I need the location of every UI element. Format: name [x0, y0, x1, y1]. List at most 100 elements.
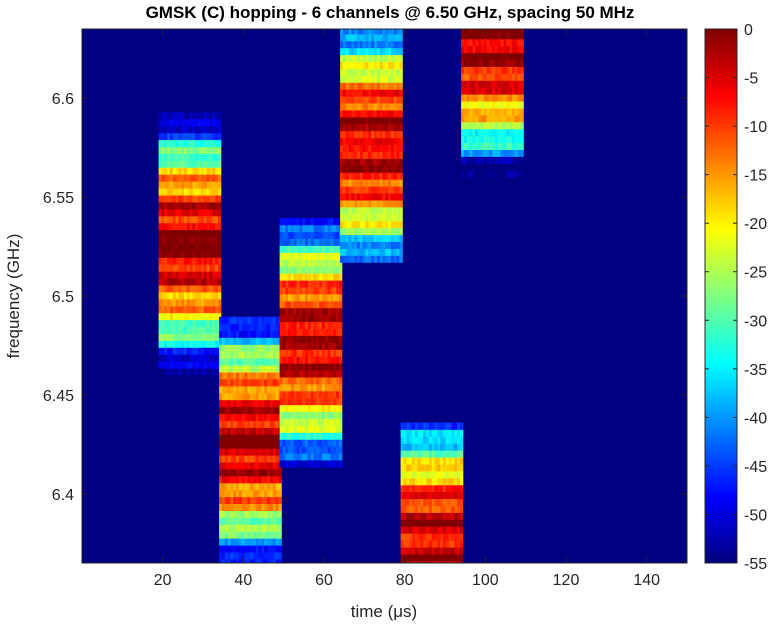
spectrogram-cell: [236, 399, 240, 408]
spectrogram-cell: [195, 139, 199, 148]
spectrogram-cell: [299, 404, 303, 413]
spectrogram-cell: [472, 108, 476, 116]
spectrogram-cell: [330, 342, 334, 350]
spectrogram-cell: [517, 122, 521, 130]
spectrogram-cell: [403, 484, 407, 493]
spectrogram-cell: [483, 45, 488, 54]
spectrogram-cell: [195, 229, 199, 237]
spectrogram-cell: [261, 316, 265, 325]
spectrogram-cell: [319, 252, 323, 260]
spectrogram-cell: [189, 215, 194, 224]
spectrogram-cell: [258, 448, 263, 456]
spectrogram-cell: [345, 158, 350, 166]
spectrogram-cell: [374, 234, 378, 242]
spectrogram-cell: [178, 257, 182, 265]
spectrogram-cell: [428, 422, 433, 430]
spectrogram-cell: [497, 66, 502, 74]
spectrogram-cell: [241, 365, 246, 373]
spectrogram-cell: [279, 418, 283, 426]
spectrogram-cell: [451, 512, 455, 520]
spectrogram-cell: [403, 554, 407, 562]
spectrogram-cell: [278, 524, 282, 532]
spectrogram-cell: [270, 489, 274, 498]
spectrogram-cell: [448, 457, 452, 465]
spectrogram-cell: [169, 119, 174, 127]
spectrogram-cell: [250, 545, 254, 553]
spectrogram-cell: [336, 404, 340, 413]
spectrogram-cell: [167, 236, 171, 244]
spectrogram-cell: [340, 61, 344, 69]
spectrogram-cell: [357, 248, 361, 256]
spectrogram-cell: [459, 450, 464, 458]
spectrogram-cell: [307, 307, 312, 316]
spectrogram-cell: [167, 326, 171, 334]
spectrogram-cell: [437, 484, 441, 493]
spectrogram-cell: [457, 568, 460, 575]
spectrogram-cell: [423, 533, 427, 541]
spectrogram-cell: [172, 202, 177, 210]
spectrogram-cell: [305, 300, 309, 309]
spectrogram-cell: [388, 241, 392, 249]
spectrogram-cell: [454, 540, 458, 548]
spectrogram-cell: [417, 505, 421, 513]
spectrogram-cell: [161, 132, 165, 141]
spectrogram-cell: [203, 361, 208, 369]
spectrogram-cell: [209, 174, 213, 182]
spectrogram-cell: [302, 287, 306, 295]
spectrogram-cell: [414, 526, 419, 534]
spectrogram-cell: [460, 610, 463, 617]
spectrogram-cell: [429, 610, 432, 617]
spectrogram-cell: [327, 377, 331, 385]
spectrogram-cell: [230, 351, 234, 359]
spectrogram-cell: [357, 47, 361, 56]
spectrogram-cell: [327, 231, 331, 239]
spectrogram-cell: [376, 179, 381, 187]
spectrogram-cell: [313, 328, 317, 336]
spectrogram-cell: [310, 404, 315, 413]
spectrogram-cell: [316, 321, 320, 329]
spectrogram-cell: [241, 399, 246, 408]
spectrogram-cell: [459, 561, 464, 563]
spectrogram-cell: [215, 354, 219, 362]
spectrogram-cell: [181, 125, 185, 134]
spectrogram-cell: [426, 616, 429, 623]
spectrogram-cell: [158, 195, 162, 203]
spectrogram-cell: [431, 498, 436, 506]
spectrogram-cell: [164, 160, 168, 168]
spectrogram-cell: [327, 335, 331, 343]
spectrogram-cell: [446, 623, 449, 630]
spectrogram-cell: [343, 144, 347, 152]
spectrogram-cell: [233, 510, 237, 518]
spectrogram-cell: [418, 603, 421, 610]
spectrogram-cell: [316, 377, 320, 385]
spectrogram-cell: [302, 328, 306, 336]
spectrogram-cell: [164, 333, 168, 341]
spectrogram-cell: [175, 153, 179, 161]
spectrogram-cell: [451, 429, 455, 437]
spectrogram-cell: [492, 108, 496, 116]
spectrogram-cell: [212, 305, 216, 314]
spectrogram-cell: [376, 75, 381, 83]
spectrogram-cell: [466, 59, 471, 67]
spectrogram-cell: [385, 29, 389, 35]
spectrogram-cell: [161, 285, 165, 293]
spectrogram-cell: [217, 285, 222, 293]
spectrogram-cell: [192, 354, 196, 362]
spectrogram-cell: [175, 112, 179, 120]
spectrogram-cell: [351, 47, 355, 56]
spectrogram-cell: [279, 390, 283, 399]
spectrogram-cell: [302, 300, 306, 309]
spectrogram-cell: [324, 273, 329, 281]
spectrogram-cell: [391, 248, 395, 256]
spectrogram-cell: [345, 165, 350, 173]
spectrogram-cell: [327, 397, 331, 406]
spectrogram-cell: [186, 257, 191, 265]
spectrogram-cell: [445, 533, 450, 541]
spectrogram-cell: [224, 517, 229, 525]
spectrogram-cell: [345, 151, 350, 159]
spectrogram-cell: [368, 103, 372, 111]
spectrogram-cell: [440, 575, 443, 582]
spectrogram-cell: [365, 193, 369, 201]
spectrogram-cell: [203, 292, 208, 300]
spectrogram-cell: [340, 68, 344, 76]
